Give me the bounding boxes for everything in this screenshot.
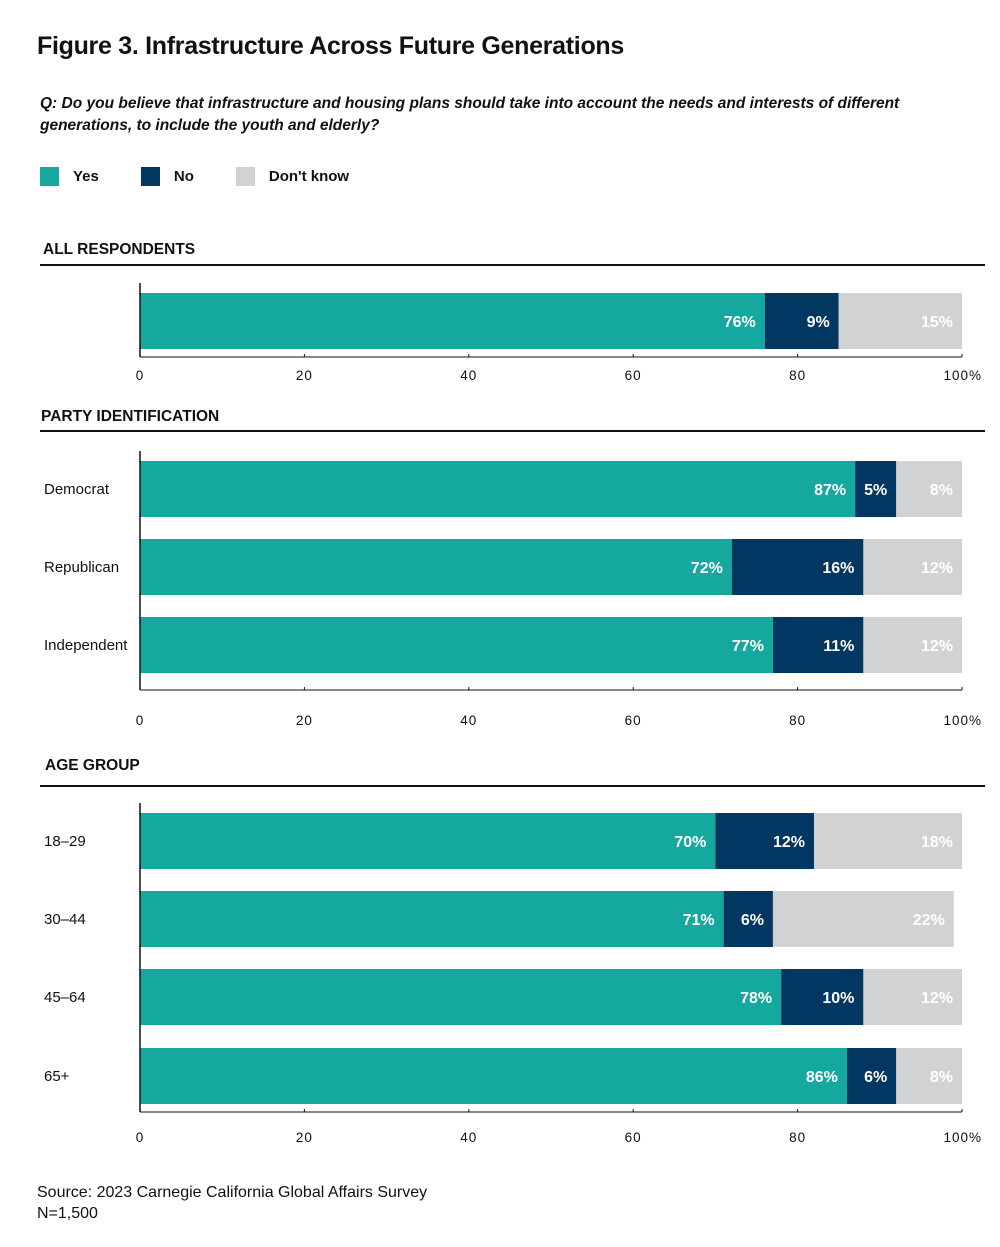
- x-tick-label: 100%: [943, 368, 982, 383]
- category-label: 45–64: [44, 989, 86, 1006]
- bar-segment-yes: [140, 617, 773, 673]
- x-tick-label: 40: [460, 368, 477, 383]
- data-label: 72%: [691, 560, 723, 577]
- legend: Yes No Don't know: [40, 167, 391, 186]
- bar-segment-yes: [140, 1048, 847, 1104]
- x-tick-label: 80: [789, 713, 806, 728]
- data-label: 86%: [806, 1069, 838, 1086]
- source-note: Source: 2023 Carnegie California Global …: [37, 1182, 427, 1224]
- data-label: 16%: [822, 560, 854, 577]
- legend-item-no: No: [140, 167, 194, 186]
- data-label: 9%: [807, 314, 830, 331]
- bar-segment-no: [772, 617, 864, 673]
- x-tick-label: 60: [625, 1130, 642, 1145]
- x-tick-label: 60: [625, 713, 642, 728]
- data-label: 11%: [823, 638, 854, 655]
- x-tick-label: 40: [460, 713, 477, 728]
- data-label: 10%: [822, 990, 854, 1007]
- bar-segment-no: [764, 293, 839, 349]
- data-label: 12%: [773, 834, 805, 851]
- category-label: Democrat: [44, 481, 110, 498]
- bar-segment-don-t-know: [863, 969, 962, 1025]
- x-tick-label: 100%: [943, 1130, 982, 1145]
- category-label: Republican: [44, 559, 119, 576]
- category-label: 30–44: [44, 911, 86, 928]
- section-title: PARTY IDENTIFICATION: [41, 408, 219, 425]
- bar-segment-yes: [140, 539, 732, 595]
- data-label: 5%: [864, 482, 887, 499]
- data-label: 8%: [930, 482, 953, 499]
- figure-title: Figure 3. Infrastructure Across Future G…: [37, 32, 624, 60]
- legend-label: Yes: [73, 168, 99, 185]
- legend-item-dont-know: Don't know: [235, 167, 350, 186]
- x-tick-label: 60: [625, 368, 642, 383]
- data-label: 6%: [741, 912, 764, 929]
- bar-segment-yes: [140, 293, 765, 349]
- x-tick-label: 20: [296, 368, 313, 383]
- data-label: 87%: [814, 482, 846, 499]
- x-tick-label: 0: [136, 713, 145, 728]
- data-label: 22%: [913, 912, 945, 929]
- bar-segment-yes: [140, 813, 716, 869]
- x-tick-label: 80: [789, 368, 806, 383]
- category-label: 18–29: [44, 833, 86, 850]
- data-label: 70%: [674, 834, 706, 851]
- legend-swatch-dont-know: [235, 167, 255, 186]
- data-label: 77%: [732, 638, 764, 655]
- bar-segment-don-t-know: [772, 891, 954, 947]
- legend-label: Don't know: [268, 168, 350, 185]
- bar-segment-no: [731, 539, 864, 595]
- bar-segment-don-t-know: [814, 813, 962, 869]
- bar-segment-yes: [140, 891, 724, 947]
- data-label: 71%: [683, 912, 715, 929]
- bar-segment-yes: [140, 969, 782, 1025]
- x-tick-label: 40: [460, 1130, 477, 1145]
- bar-segment-no: [715, 813, 815, 869]
- data-label: 12%: [921, 638, 953, 655]
- data-label: 12%: [921, 990, 953, 1007]
- bar-segment-no: [723, 891, 773, 947]
- bar-segment-don-t-know: [863, 539, 962, 595]
- source-text: Source: 2023 Carnegie California Global …: [37, 1184, 428, 1201]
- survey-question: Q: Do you believe that infrastructure an…: [40, 95, 900, 134]
- legend-swatch-yes: [40, 167, 59, 186]
- legend-item-yes: Yes: [40, 167, 99, 186]
- bar-segment-no: [781, 969, 864, 1025]
- category-label: Independent: [44, 637, 128, 654]
- legend-label: No: [173, 168, 194, 185]
- data-label: 76%: [724, 314, 756, 331]
- sample-size: N=1,500: [37, 1205, 98, 1222]
- data-label: 15%: [921, 314, 953, 331]
- data-label: 6%: [864, 1069, 887, 1086]
- section-title: ALL RESPONDENTS: [43, 241, 195, 258]
- x-tick-label: 0: [136, 1130, 145, 1145]
- bar-segment-don-t-know: [838, 293, 962, 349]
- x-tick-label: 0: [136, 368, 145, 383]
- bar-segment-don-t-know: [896, 461, 962, 517]
- data-label: 18%: [921, 834, 953, 851]
- bar-segment-don-t-know: [863, 617, 962, 673]
- data-label: 8%: [930, 1069, 953, 1086]
- category-label: 65+: [44, 1068, 70, 1085]
- x-tick-label: 20: [296, 713, 313, 728]
- x-tick-label: 80: [789, 1130, 806, 1145]
- data-label: 12%: [921, 560, 953, 577]
- data-label: 78%: [740, 990, 772, 1007]
- bar-segment-no: [855, 461, 897, 517]
- x-tick-label: 100%: [943, 713, 982, 728]
- legend-swatch-no: [140, 167, 160, 186]
- section-title: AGE GROUP: [45, 757, 140, 774]
- bar-segment-no: [846, 1048, 897, 1104]
- bar-segment-don-t-know: [896, 1048, 962, 1104]
- x-tick-label: 20: [296, 1130, 313, 1145]
- bar-segment-yes: [140, 461, 856, 517]
